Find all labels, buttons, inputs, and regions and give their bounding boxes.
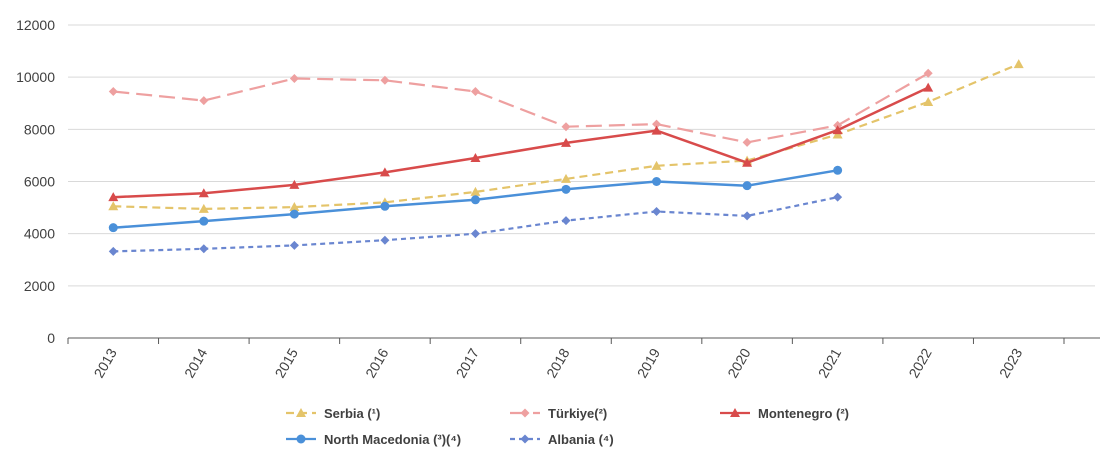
data-point [561, 173, 571, 183]
data-point [380, 201, 390, 211]
legend-marker [520, 434, 530, 444]
axes: 0 2000 4000 6000 8000 10000 12000 2013 2014 2015 2… [16, 17, 1100, 380]
data-point [108, 246, 118, 256]
y-tick-label: 12000 [16, 17, 55, 33]
y-tick-label: 10000 [16, 69, 55, 85]
legend-item: Montenegro (²) [720, 406, 849, 421]
legend: Serbia (¹) Türkiye(²) Montenegro (²) North … [286, 406, 849, 447]
legend-marker [296, 434, 306, 444]
data-point [289, 202, 300, 212]
data-point [561, 122, 571, 132]
data-point [470, 153, 481, 163]
data-point [923, 96, 934, 106]
data-point [108, 201, 119, 211]
data-point [289, 179, 300, 189]
series-t-rkiye [108, 68, 933, 147]
y-tick-label: 8000 [24, 121, 55, 137]
legend-label: Albania (⁴) [548, 432, 614, 447]
series-albania [108, 192, 843, 256]
data-point [742, 211, 752, 221]
data-point [923, 68, 933, 78]
gridlines [68, 24, 1095, 287]
data-point [199, 216, 209, 226]
data-point [561, 184, 571, 194]
series-line [113, 72, 929, 144]
data-point [108, 192, 119, 202]
legend-label: North Macedonia (³)(⁴) [324, 432, 461, 447]
data-point [470, 229, 480, 239]
data-point [652, 177, 662, 186]
legend-item: Serbia (¹) [286, 406, 380, 421]
series-montenegro [108, 82, 934, 202]
data-point [742, 137, 752, 147]
x-tick-label: 2016 [362, 345, 392, 380]
data-point [742, 181, 752, 191]
data-point [379, 167, 390, 177]
data-point [651, 125, 662, 135]
data-point [561, 216, 571, 226]
x-tick-label: 2021 [815, 345, 845, 380]
y-tick-label: 2000 [24, 278, 55, 294]
data-point [198, 188, 209, 198]
x-tick-label: 2017 [453, 345, 483, 380]
legend-label: Türkiye(²) [548, 406, 607, 421]
data-point [652, 206, 662, 216]
data-point [380, 235, 390, 245]
data-point [289, 73, 299, 83]
data-point [470, 186, 481, 196]
data-point [833, 192, 843, 202]
y-tick-label: 0 [47, 330, 55, 346]
legend-label: Montenegro (²) [758, 406, 849, 421]
data-point [380, 75, 390, 85]
x-tick-label: 2018 [543, 345, 573, 380]
data-point [651, 160, 662, 170]
x-tick-label: 2020 [724, 345, 754, 380]
legend-item: Albania (⁴) [510, 432, 614, 447]
data-point [1013, 59, 1024, 69]
series-line [113, 86, 929, 199]
data-point [470, 87, 480, 97]
data-point [832, 125, 843, 135]
series-lines [108, 59, 1024, 256]
data-point [470, 195, 480, 205]
legend-marker [296, 408, 306, 417]
data-point [108, 223, 118, 233]
legend-marker [520, 408, 530, 418]
data-point [742, 157, 753, 167]
data-point [652, 119, 662, 129]
x-tick-label: 2019 [634, 345, 664, 380]
series-line [113, 196, 838, 253]
legend-item: North Macedonia (³)(⁴) [286, 432, 461, 447]
legend-item: Türkiye(²) [510, 406, 607, 421]
data-point [923, 82, 934, 92]
x-tick-label: 2023 [996, 345, 1026, 380]
data-point [198, 203, 209, 213]
series-north-macedonia [108, 165, 843, 233]
x-tick-label: 2013 [90, 345, 120, 380]
data-point [833, 165, 843, 175]
legend-label: Serbia (¹) [324, 406, 380, 421]
data-point [561, 137, 571, 147]
data-point [199, 244, 209, 254]
data-point [289, 240, 299, 250]
data-point [108, 87, 118, 97]
x-tick-label: 2014 [181, 345, 211, 380]
x-tick-label: 2015 [272, 345, 302, 380]
legend-marker [730, 408, 740, 417]
series-line [113, 63, 1020, 210]
x-tick-label: 2022 [905, 345, 935, 380]
y-tick-label: 4000 [24, 226, 55, 242]
data-point [199, 96, 209, 106]
data-point [289, 209, 299, 219]
y-tick-label: 6000 [24, 174, 55, 190]
